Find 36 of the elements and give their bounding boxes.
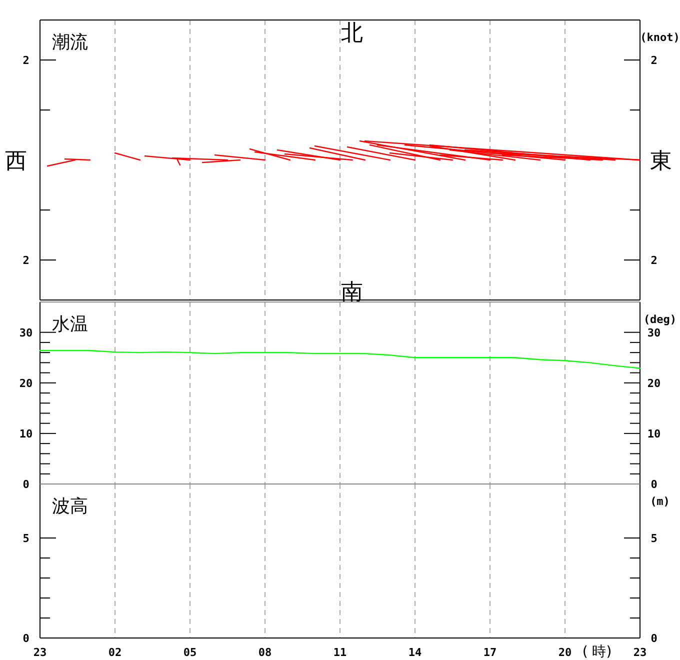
y-tick-label: 10 bbox=[19, 427, 33, 440]
y2-axis-title: (deg) bbox=[643, 313, 677, 326]
y-tick-label: 5 bbox=[22, 532, 30, 545]
text: 水温 bbox=[52, 314, 88, 335]
text: 東 bbox=[650, 149, 672, 174]
x-axis-title: ( 時) bbox=[582, 644, 612, 660]
x-tick-label: 08 bbox=[258, 646, 272, 659]
y2-axis-title: (m) bbox=[650, 495, 670, 508]
text: 潮流 bbox=[52, 32, 88, 53]
y-tick-label: 0 bbox=[22, 478, 30, 491]
y2-tick-label: 30 bbox=[647, 326, 661, 340]
y-tick-label: 2 bbox=[22, 54, 30, 67]
x-tick-label: 11 bbox=[333, 646, 347, 659]
y2-axis-title: (knot) bbox=[640, 31, 680, 44]
x-tick-label: 17 bbox=[483, 646, 497, 659]
x-tick-label: 23 bbox=[33, 646, 47, 659]
y2-tick-label: 2 bbox=[650, 54, 658, 67]
y-tick-label: 30 bbox=[19, 326, 33, 340]
x-tick-label: 05 bbox=[183, 646, 197, 659]
y-tick-label: 2 bbox=[22, 254, 30, 267]
y-tick-label: 0 bbox=[22, 632, 30, 645]
text: 西 bbox=[5, 149, 27, 174]
y-tick-label: 20 bbox=[19, 376, 33, 390]
y2-tick-label: 5 bbox=[650, 532, 658, 545]
annotation: 南 bbox=[341, 280, 363, 305]
y2-tick-label: 20 bbox=[647, 376, 661, 390]
y2-tick-label: 2 bbox=[650, 254, 658, 267]
y2-tick-label: 10 bbox=[647, 427, 661, 440]
x-tick-label: 20 bbox=[558, 646, 572, 659]
x-tick-label: 02 bbox=[108, 646, 122, 659]
text: 波高 bbox=[52, 496, 88, 517]
x-tick-label: 14 bbox=[408, 646, 422, 659]
annotation: 北 bbox=[341, 21, 363, 46]
y2-tick-label: 0 bbox=[650, 632, 658, 645]
y2-tick-label: 0 bbox=[650, 478, 658, 491]
x-tick-label: 23 bbox=[633, 646, 647, 659]
